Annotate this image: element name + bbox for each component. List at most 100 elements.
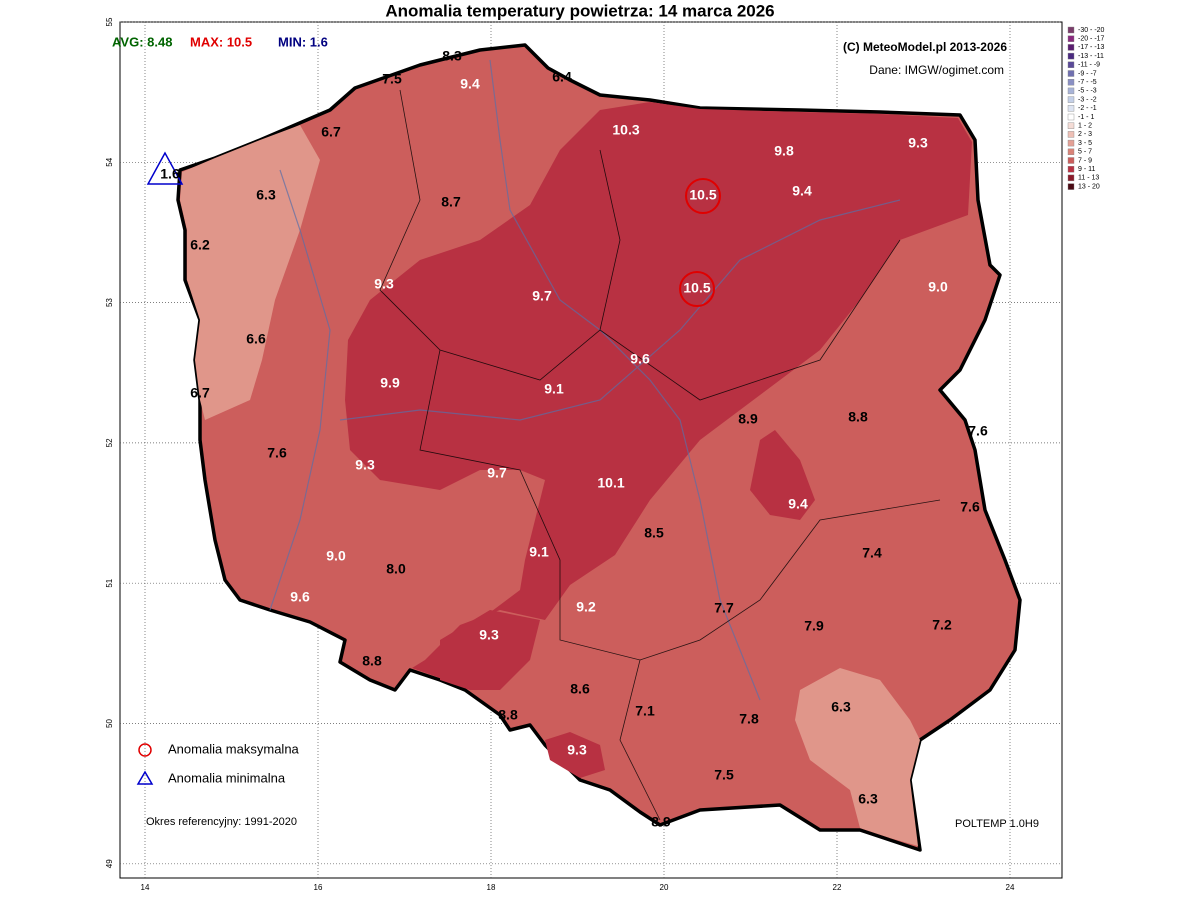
region-light: [795, 668, 920, 846]
station-value: 6.7: [321, 124, 341, 140]
station-value: 6.6: [246, 331, 266, 347]
station-value: 8.3: [442, 48, 462, 64]
scale-label: 1 - 2: [1078, 123, 1092, 130]
scale-label: -20 - -17: [1078, 36, 1105, 43]
station-value: 10.5: [683, 280, 710, 296]
station-value: 9.4: [792, 183, 812, 199]
station-value: 8.8: [362, 653, 382, 669]
scale-label: 5 - 7: [1078, 149, 1092, 156]
station-value: 7.7: [714, 600, 734, 616]
scale-swatch: [1067, 157, 1075, 164]
station-value: 7.6: [960, 499, 980, 515]
version: POLTEMP 1.0H9: [955, 818, 1039, 830]
lon-tick-label: 14: [141, 883, 150, 892]
station-value: 9.6: [630, 351, 650, 367]
province-border: [619, 659, 661, 821]
scale-label: -3 - -2: [1078, 96, 1097, 103]
station-value: 9.3: [355, 457, 375, 473]
station-value: 8.8: [848, 409, 868, 425]
station-value: 10.3: [612, 122, 639, 138]
scale-swatch: [1067, 26, 1075, 34]
lat-tick-label: 55: [105, 17, 114, 26]
station-value: 9.7: [532, 288, 552, 304]
region-dark: [750, 430, 815, 520]
stat: AVG: 8.48: [112, 34, 172, 49]
station-value: 9.6: [290, 589, 310, 605]
scale-label: 9 - 11: [1078, 166, 1095, 173]
borders: [379, 89, 941, 821]
stats: AVG: 8.48 MAX: 10.5 MIN: 1.6: [112, 34, 328, 49]
station-value: 1.6: [160, 166, 180, 182]
scale-label: -17 - -13: [1078, 44, 1105, 51]
min-marker: [146, 151, 184, 185]
lon-tick-label: 16: [314, 883, 323, 892]
scale-swatch: [1067, 35, 1075, 42]
station-value: 7.9: [804, 618, 824, 634]
station-value: 9.4: [460, 76, 480, 92]
station-value: 8.9: [738, 411, 758, 427]
station-value: 10.5: [689, 187, 716, 203]
station-value: 8.6: [570, 681, 590, 697]
station-value: 7.1: [635, 703, 655, 719]
stat: MAX: 10.5: [190, 34, 252, 49]
title: Anomalia temperatury powietrza: 14 marca…: [385, 1, 774, 20]
scale-label: 13 - 20: [1078, 183, 1100, 190]
lat-tick-label: 49: [105, 859, 114, 868]
region-dark: [345, 102, 972, 678]
lat-tick-label: 50: [105, 719, 114, 728]
station-value: 6.2: [190, 237, 210, 253]
scale-label: -1 - 1: [1078, 114, 1094, 121]
copyright: (C) MeteoModel.pl 2013-2026: [843, 40, 1007, 54]
station-value: 8.9: [651, 814, 671, 830]
region-dark: [545, 732, 605, 778]
lat-tick-label: 51: [105, 578, 114, 587]
station-value: 7.6: [968, 423, 988, 439]
legend-max-symbol: [138, 743, 152, 757]
legend-min-symbol: [136, 770, 154, 785]
scale-label: 7 - 9: [1078, 157, 1092, 164]
lat-tick-label: 52: [105, 438, 114, 447]
station-value: 8.5: [644, 525, 664, 541]
color-scale: -30 - -20 -20 - -17-17 - -13 -13 - -11 -11 …: [1067, 26, 1105, 190]
scale-swatch: [1067, 148, 1075, 156]
scale-label: -11 - -9: [1078, 62, 1100, 69]
max-marker: [685, 178, 721, 214]
station-value: 7.5: [714, 767, 734, 783]
scale-swatch: [1067, 78, 1075, 86]
scale-label: 3 - 5: [1078, 140, 1092, 147]
scale-swatch: [1067, 139, 1075, 147]
lon-tick-label: 18: [487, 883, 496, 892]
legend-max-label: Anomalia maksymalna: [168, 741, 300, 756]
province-border: [379, 89, 621, 381]
scale-swatch: [1067, 131, 1075, 138]
scale-label: -9 - -7: [1078, 70, 1097, 77]
station-value: 7.5: [382, 71, 402, 87]
lat-tick-label: 53: [105, 298, 114, 307]
scale-label: -7 - -5: [1078, 79, 1097, 86]
lon-tick-label: 22: [833, 883, 842, 892]
station-value: 9.1: [529, 544, 549, 560]
station-value: 6.3: [831, 699, 851, 715]
station-value: 9.3: [374, 276, 394, 292]
station-value: 7.8: [739, 711, 759, 727]
scale-swatch: [1067, 87, 1075, 95]
scale-swatch: [1067, 113, 1075, 121]
river: [269, 169, 331, 611]
rivers: [269, 59, 901, 701]
legend-min-label: Anomalia minimalna: [168, 770, 286, 785]
scale-label: -13 - -11: [1078, 53, 1104, 60]
station-value: 6.3: [858, 791, 878, 807]
station-value: 9.3: [908, 135, 928, 151]
scale-swatch: [1067, 183, 1075, 190]
station-value: 6.3: [256, 187, 276, 203]
station-value: 10.1: [597, 475, 624, 491]
station-value: 8.7: [441, 194, 461, 210]
reference-period: Okres referencyjny: 1991-2020: [146, 816, 297, 828]
lat-tick-label: 54: [105, 157, 114, 166]
scale-swatch: [1067, 70, 1075, 77]
station-value: 9.7: [487, 465, 507, 481]
source: Dane: IMGW/ogimet.com: [869, 63, 1004, 77]
station-value: 6.4: [552, 69, 572, 85]
station-value: 9.0: [326, 548, 346, 564]
